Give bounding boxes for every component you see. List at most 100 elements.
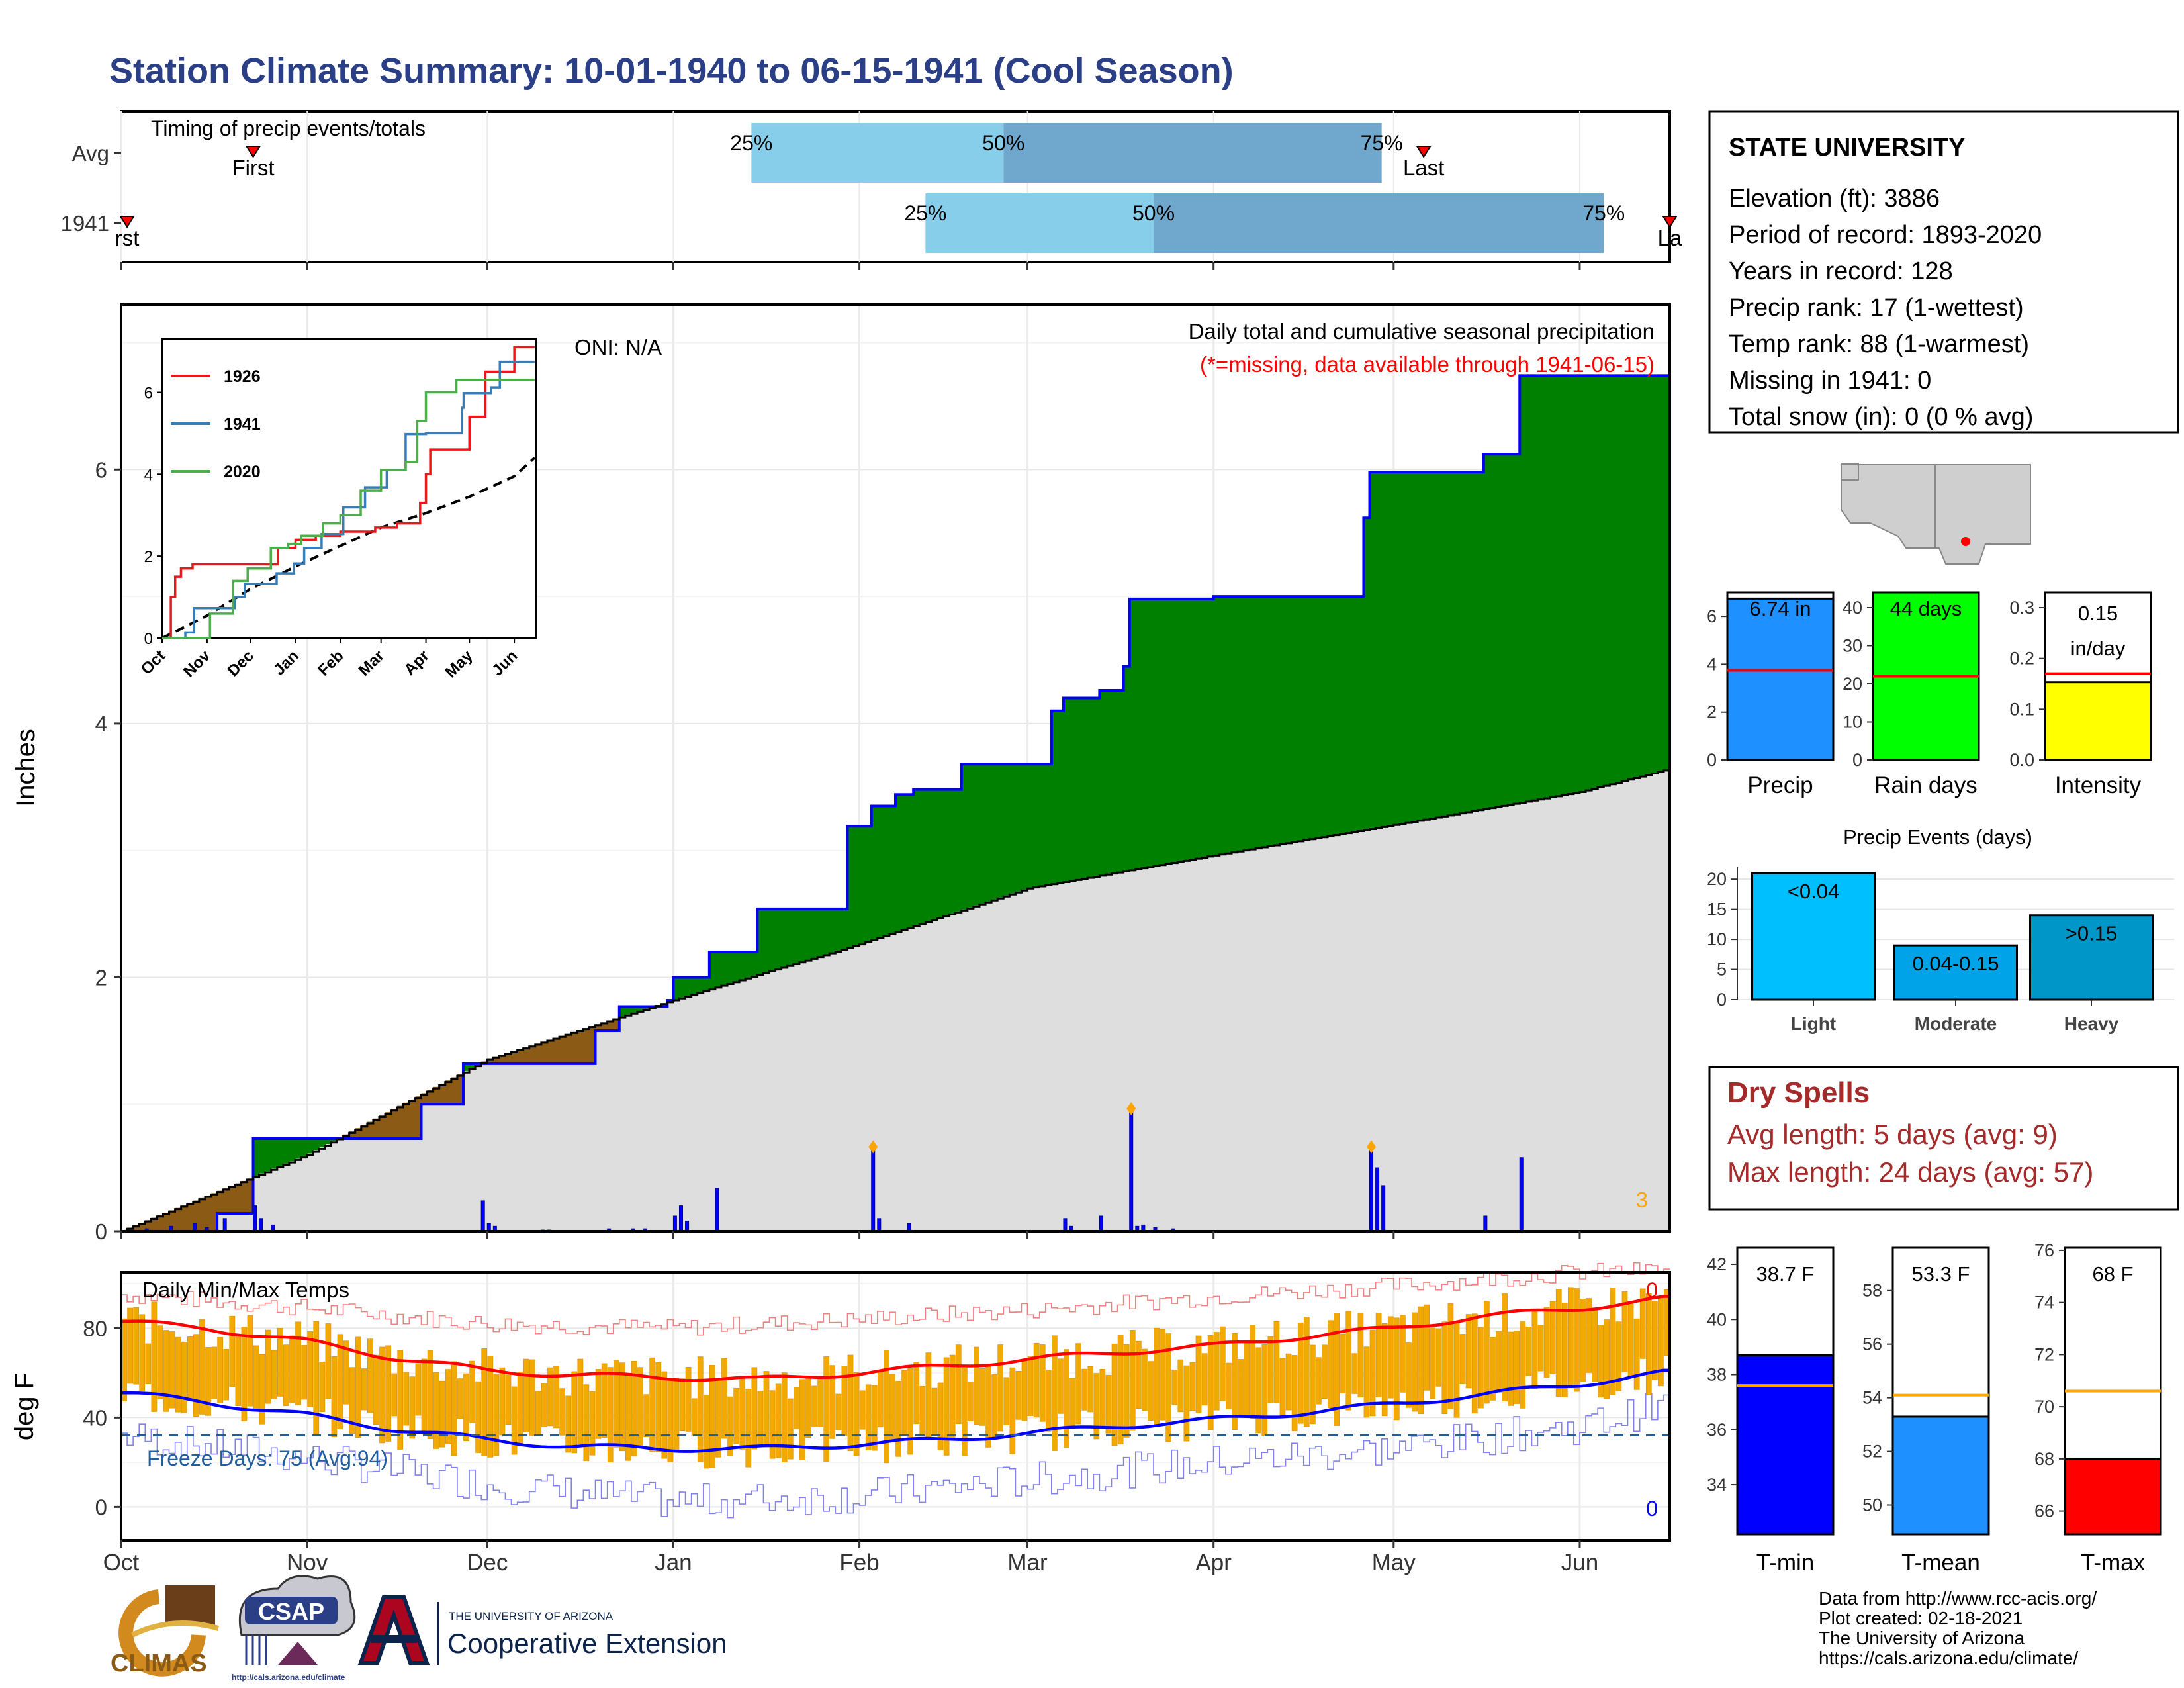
daily-temp-range-bar: [1160, 1329, 1165, 1421]
summary-bar-tick-label: 0.3: [2009, 598, 2034, 618]
daily-precip-bar: [1369, 1147, 1374, 1232]
daily-temp-range-bar: [1099, 1369, 1106, 1428]
daily-temp-range-bar: [1045, 1370, 1052, 1432]
surplus-area-segment: [1160, 598, 1166, 865]
daily-temp-range-bar: [217, 1337, 223, 1403]
deficit-area-segment: [529, 1045, 536, 1064]
deficit-area-segment: [439, 1084, 446, 1105]
extreme-event-marker: [1126, 1102, 1136, 1115]
daily-temp-range-bar: [367, 1338, 373, 1413]
last-event-marker: [1416, 146, 1432, 158]
surplus-area-segment: [1135, 598, 1142, 869]
surplus-area-segment: [1543, 375, 1551, 798]
surplus-area-segment: [715, 952, 722, 987]
surplus-area-segment: [1093, 698, 1100, 876]
surplus-area-segment: [1573, 375, 1580, 793]
deficit-area-segment: [517, 1049, 524, 1064]
surplus-area-segment: [325, 1139, 332, 1145]
timing-percent-label: 25%: [904, 201, 946, 225]
daily-precip-bar: [222, 1218, 227, 1232]
daily-temp-range-bar: [979, 1368, 985, 1426]
daily-temp-range-bar: [787, 1398, 794, 1460]
timing-percent-label: 75%: [1582, 201, 1625, 225]
daily-temp-range-bar: [547, 1367, 553, 1427]
daily-temp-range-bar: [139, 1314, 146, 1391]
daily-temp-range-bar: [919, 1386, 926, 1436]
surplus-area-segment: [1525, 375, 1532, 802]
daily-temp-range-bar: [859, 1390, 866, 1430]
average-cumulative-area: [121, 770, 1670, 1231]
daily-temp-range-bar: [961, 1368, 968, 1456]
daily-temp-range-bar: [1400, 1315, 1406, 1393]
daily-temp-range-bar: [1369, 1329, 1376, 1417]
daily-temp-range-bar: [475, 1381, 481, 1453]
surplus-area-segment: [889, 806, 896, 933]
daily-temp-range-bar: [1615, 1321, 1622, 1391]
surplus-area-segment: [727, 952, 734, 984]
surplus-area-segment: [901, 794, 908, 929]
daily-temp-range-bar: [241, 1327, 248, 1421]
temp-bar-tick-label: 72: [2034, 1344, 2054, 1364]
daily-temp-range-bar: [913, 1362, 920, 1425]
temp-bar-value: 68 F: [2092, 1262, 2133, 1286]
surplus-area-segment: [1412, 472, 1418, 821]
dry-spells-title: Dry Spells: [1727, 1076, 1870, 1109]
surplus-area-segment: [769, 908, 776, 971]
surplus-area-segment: [1351, 596, 1358, 832]
daily-temp-range-bar: [1087, 1366, 1094, 1413]
surplus-area-segment: [1279, 596, 1287, 844]
temp-bar-tick-label: 70: [2034, 1397, 2054, 1417]
month-tick-label: Jun: [1561, 1550, 1598, 1575]
surplus-area-segment: [295, 1139, 302, 1159]
surplus-area-segment: [1069, 698, 1076, 881]
daily-temp-range-bar: [1279, 1358, 1286, 1417]
surplus-area-segment: [925, 789, 933, 921]
deficit-area-segment: [535, 1043, 542, 1064]
surplus-area-segment: [1657, 375, 1664, 771]
daily-temp-range-bar: [439, 1380, 445, 1448]
daily-temp-range-bar: [1580, 1299, 1586, 1382]
surplus-area-segment: [883, 806, 890, 936]
daily-temp-range-bar: [601, 1363, 608, 1438]
daily-temp-range-bar: [1502, 1293, 1508, 1401]
daily-temp-range-bar: [1639, 1288, 1646, 1359]
freeze-days-label: Freeze Days: 75 (Avg:94): [147, 1446, 388, 1470]
daily-temp-range-bar: [415, 1363, 422, 1416]
extreme-event-marker: [1367, 1140, 1377, 1154]
surplus-area-segment: [1219, 596, 1226, 855]
daily-temp-range-bar: [469, 1360, 475, 1423]
daily-temp-range-bar: [145, 1343, 152, 1384]
surplus-area-segment: [1231, 596, 1238, 852]
surplus-area-segment: [1621, 375, 1629, 780]
surplus-area-segment: [1087, 698, 1094, 878]
surplus-area-segment: [1663, 375, 1670, 771]
deficit-area-segment: [421, 1093, 428, 1105]
surplus-area-segment: [691, 977, 698, 994]
surplus-area-segment: [1610, 375, 1616, 784]
surplus-area-segment: [619, 1006, 626, 1017]
daily-temp-range-bar: [769, 1390, 776, 1459]
surplus-area-segment: [1027, 764, 1034, 888]
daily-precip-bar: [1483, 1215, 1488, 1232]
surplus-area-segment: [1154, 598, 1160, 866]
surplus-area-segment: [1177, 598, 1184, 862]
daily-precip-bar: [672, 1215, 677, 1232]
surplus-area-segment: [1255, 596, 1262, 848]
surplus-area-segment: [313, 1139, 320, 1150]
daily-precip-bar: [678, 1205, 683, 1232]
daily-temp-range-bar: [1129, 1330, 1136, 1431]
temp-y-tick-label: 40: [83, 1405, 107, 1430]
surplus-area-segment: [1369, 472, 1377, 829]
average-cumulative-line: [121, 769, 1670, 1233]
timing-percent-label: 50%: [982, 131, 1024, 155]
surplus-area-segment: [1651, 375, 1659, 773]
surplus-area-segment: [1285, 596, 1293, 843]
deficit-area-segment: [187, 1203, 194, 1231]
surplus-area-segment: [829, 908, 836, 953]
deficit-area-segment: [211, 1193, 218, 1231]
daily-temp-range-bar: [1471, 1313, 1478, 1414]
daily-temp-range-bar: [523, 1358, 529, 1432]
surplus-area-segment: [1039, 764, 1046, 886]
daily-temp-range-bar: [1561, 1302, 1568, 1397]
